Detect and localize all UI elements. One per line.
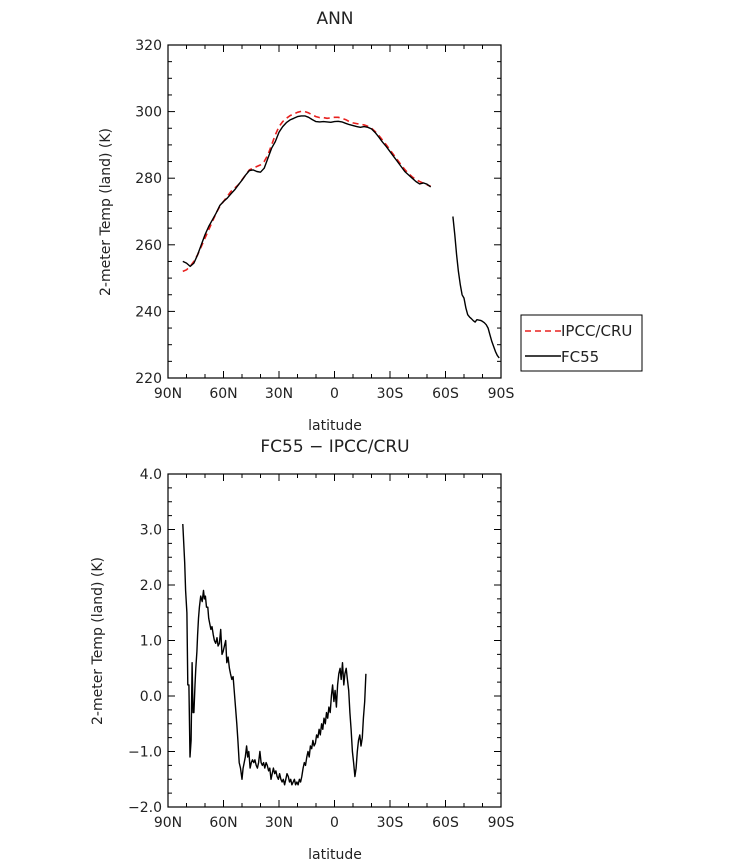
y-tick-label: 280 <box>135 171 162 187</box>
y-tick-label: 1.0 <box>140 634 162 650</box>
legend-label-ipcc: IPCC/CRU <box>561 322 632 340</box>
x-tick-label: 90N <box>154 386 182 402</box>
top-legend: IPCC/CRU FC55 <box>520 314 643 372</box>
x-tick-label: 60S <box>432 815 459 831</box>
y-tick-label: 3.0 <box>140 523 162 539</box>
x-tick-label: 90S <box>488 386 515 402</box>
top-panel: ANN 90N 60N 30N 0 30S 60S 90S 220 240 260 280 300 32… <box>98 9 643 434</box>
y-tick-label: 4.0 <box>140 467 162 483</box>
y-tick-label: 260 <box>135 238 162 254</box>
top-panel-title: ANN <box>316 9 353 29</box>
x-tick-label: 0 <box>330 815 339 831</box>
y-tick-label: 220 <box>135 371 162 387</box>
x-tick-label: 60N <box>209 815 237 831</box>
x-tick-label: 60N <box>209 386 237 402</box>
x-tick-label: 90N <box>154 815 182 831</box>
y-tick-label: −2.0 <box>128 800 162 816</box>
top-y-axis-label: 2-meter Temp (land) (K) <box>98 128 114 296</box>
top-x-axis-label: latitude <box>308 418 362 434</box>
bottom-panel-title: FC55 − IPCC/CRU <box>260 437 409 457</box>
bottom-x-axis-label: latitude <box>308 847 362 863</box>
y-tick-label: 2.0 <box>140 578 162 594</box>
bottom-y-axis-label: 2-meter Temp (land) (K) <box>90 557 106 725</box>
x-tick-label: 30N <box>265 815 293 831</box>
series-line-fc55 <box>182 115 432 268</box>
series-line-ipcc-cru <box>182 110 431 273</box>
bottom-panel: FC55 − IPCC/CRU 90N 60N 30N 0 30S 60S 90S −2.0 −… <box>90 437 514 863</box>
y-tick-label: 0.0 <box>140 689 162 705</box>
y-tick-label: −1.0 <box>128 745 162 761</box>
series-line-fc55 <box>452 216 500 359</box>
series-line-fc55-ipcc-cru <box>182 523 367 786</box>
y-tick-label: 300 <box>135 105 162 121</box>
x-tick-label: 0 <box>330 386 339 402</box>
y-tick-label: 240 <box>135 304 162 320</box>
y-tick-label: 320 <box>135 38 162 54</box>
x-tick-label: 60S <box>432 386 459 402</box>
x-tick-label: 90S <box>488 815 515 831</box>
legend-label-fc55: FC55 <box>561 348 599 366</box>
legend-box <box>520 314 643 372</box>
x-tick-label: 30N <box>265 386 293 402</box>
x-tick-label: 30S <box>377 386 404 402</box>
x-tick-label: 30S <box>377 815 404 831</box>
